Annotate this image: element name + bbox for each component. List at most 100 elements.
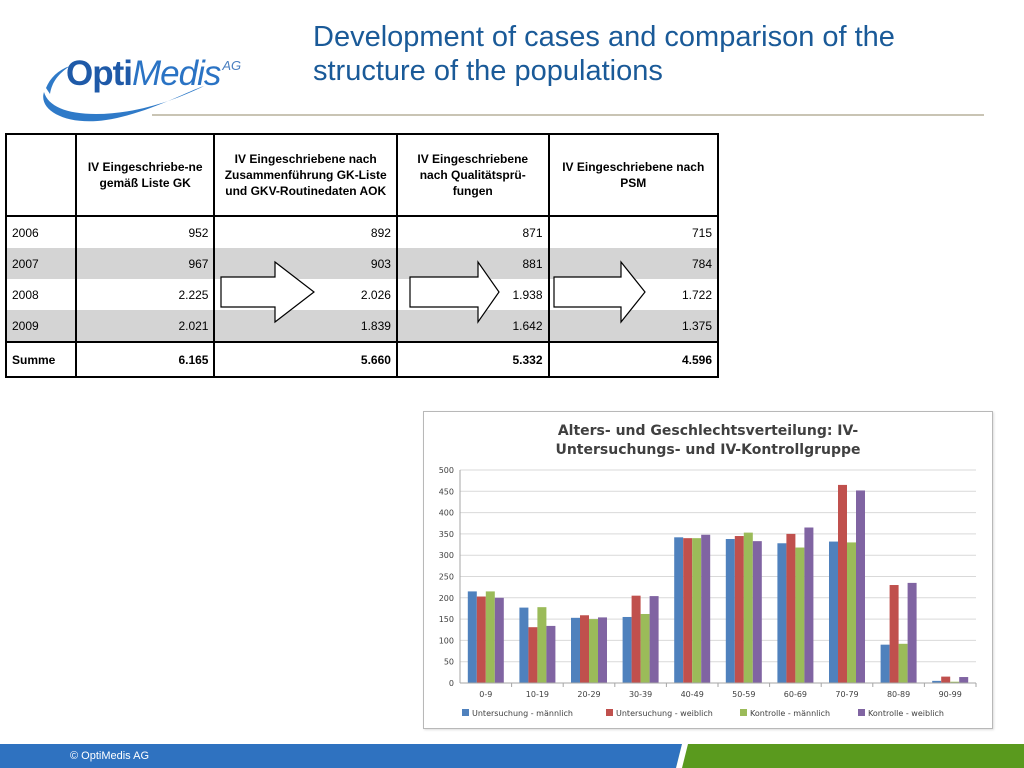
y-tick-label: 150 [439,615,454,624]
table-cell: 6.165 [74,341,216,378]
table-cell: 903 [213,248,398,279]
bar-70-79-2 [847,542,856,683]
row-label: Summe [5,341,77,378]
bar-60-69-2 [795,547,805,683]
x-tick-label: 10-19 [526,690,549,699]
bar-40-49-3 [701,534,711,683]
table-total-row: Summe 6.165 5.660 5.332 4.596 [5,341,720,378]
arrow-right-icon [409,260,500,324]
bar-0-9-3 [494,597,504,683]
bar-30-39-1 [631,595,641,683]
x-tick-label: 60-69 [784,690,807,699]
legend-label: Kontrolle - männlich [750,709,830,718]
bar-0-9-1 [476,596,486,683]
x-tick-label: 20-29 [577,690,600,699]
table-cell: 784 [547,248,720,279]
bar-30-39-2 [640,613,650,683]
table-header-cell: IV Eingeschriebe-ne gemäß Liste GK [74,133,216,217]
footer-background [0,744,1024,768]
table-cell: 1.375 [547,310,720,342]
bar-20-29-1 [580,615,589,683]
bar-40-49-2 [692,538,702,683]
table-header-row: IV Eingeschriebe-ne gemäß Liste GK IV Ei… [5,133,720,217]
y-tick-label: 100 [439,636,454,645]
arrow-right-icon [220,260,315,324]
bar-50-59-0 [725,539,735,683]
cases-table: IV Eingeschriebe-ne gemäß Liste GK IV Ei… [5,133,720,378]
table-header-cell: IV Eingeschriebene nach Zusammenführung … [213,133,398,217]
x-tick-label: 90-99 [939,690,962,699]
x-tick-label: 80-89 [887,690,910,699]
bar-50-59-3 [752,541,762,683]
bar-50-59-2 [743,532,753,683]
logo-wordmark: OptiMedis AG [66,54,241,94]
y-tick-label: 200 [439,594,454,603]
bar-0-9-2 [485,591,495,683]
y-tick-label: 50 [444,658,454,667]
bar-80-89-1 [889,585,899,683]
row-label: 2009 [5,310,77,342]
x-tick-label: 30-39 [629,690,652,699]
bar-40-49-1 [683,538,693,683]
bar-80-89-3 [907,582,917,683]
bar-20-29-2 [589,619,598,683]
footer-bar: © OptiMedis AG [0,744,1024,768]
row-label: 2007 [5,248,77,279]
table-row: 2009 2.021 1.839 1.642 1.375 [5,310,720,342]
optimedis-logo: OptiMedis AG [36,48,246,128]
bar-80-89-0 [880,644,890,683]
table-cell: 5.660 [213,341,398,378]
bar-60-69-3 [804,527,814,683]
bar-90-99-1 [941,676,951,683]
legend-swatch [462,709,469,716]
table-cell: 892 [213,216,398,248]
bar-10-19-2 [537,607,547,683]
bar-70-79-0 [829,541,838,683]
table-header-cell: IV Eingeschriebene nach Qualitätsprü-fun… [395,133,550,217]
bar-chart: Alters- und Geschlechtsverteilung: IV- U… [439,423,977,718]
bar-90-99-0 [932,680,942,683]
table-cell: 1.642 [395,310,550,342]
footer-copyright: © OptiMedis AG [70,750,150,762]
table-cell: 881 [395,248,550,279]
y-tick-label: 0 [449,679,454,688]
y-tick-label: 350 [439,530,454,539]
legend-label: Untersuchung - männlich [472,709,573,718]
logo-swoosh-icon [43,66,205,122]
table-cell: 2.021 [74,310,216,342]
bar-10-19-3 [546,625,556,683]
bar-60-69-1 [786,533,796,683]
bar-30-39-0 [622,616,632,683]
row-label: 2008 [5,279,77,310]
legend-swatch [606,709,613,716]
age-gender-chart: Alters- und Geschlechtsverteilung: IV- U… [423,411,993,729]
table-cell: 967 [74,248,216,279]
logo-opti-text: Opti [66,54,133,93]
bar-80-89-2 [898,643,908,683]
x-tick-label: 70-79 [835,690,858,699]
x-tick-label: 0-9 [479,690,492,699]
bar-60-69-0 [777,543,787,683]
logo-ag-text: AG [222,58,242,73]
table-cell: 1.839 [213,310,398,342]
bar-90-99-2 [950,681,960,683]
bar-20-29-3 [598,617,607,683]
legend-swatch [858,709,865,716]
bar-10-19-1 [528,627,538,683]
arrow-right-icon [553,260,646,324]
title-divider [152,114,984,116]
bar-0-9-0 [467,591,477,683]
page-title: Development of cases and comparison of t… [313,21,895,87]
y-tick-label: 450 [439,487,454,496]
bar-10-19-0 [519,607,529,683]
table-cell: 715 [547,216,720,248]
bar-70-79-3 [856,490,865,683]
table-cell: 871 [395,216,550,248]
row-label: 2006 [5,216,77,248]
table-cell: 952 [74,216,216,248]
chart-title-line: Alters- und Geschlechtsverteilung: IV- [558,423,859,439]
y-tick-label: 300 [439,551,454,560]
logo-medis-text: Medis [131,54,221,93]
bar-70-79-1 [838,484,847,683]
bar-50-59-1 [734,536,744,683]
